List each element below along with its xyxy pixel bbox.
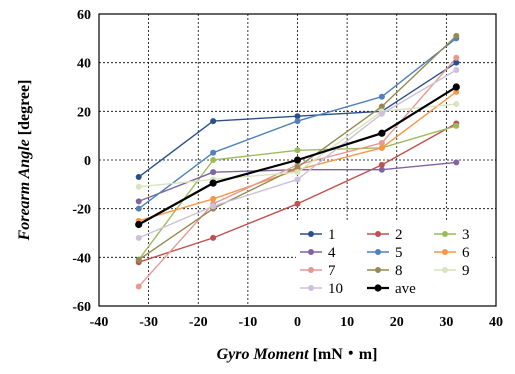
legend-label-ave: ave (395, 281, 416, 297)
data-point-1 (210, 118, 217, 125)
data-point-4 (210, 169, 217, 176)
data-point-9 (294, 169, 301, 176)
legend-label-4: 4 (328, 245, 336, 261)
x-axis-title: Gyro Moment [mN・m] (217, 346, 378, 363)
data-point-10 (210, 203, 217, 210)
data-point-8 (135, 256, 142, 263)
data-point-ave (135, 220, 143, 229)
x-tick-label: 40 (489, 315, 503, 330)
data-point-4 (453, 159, 460, 166)
data-point-5 (294, 118, 301, 125)
y-tick-label: 20 (77, 105, 91, 120)
data-point-1 (294, 113, 301, 120)
data-point-10 (135, 234, 142, 241)
data-point-3 (453, 122, 460, 129)
x-tick-label: -30 (139, 315, 158, 330)
y-tick-label: 60 (77, 8, 91, 23)
legend-label-10: 10 (328, 281, 343, 297)
y-tick-label: -60 (72, 300, 91, 315)
legend-marker-6 (442, 249, 448, 255)
data-point-ave (378, 129, 386, 137)
y-tick-label: 0 (84, 154, 91, 169)
data-point-4 (135, 198, 142, 205)
data-point-10 (378, 110, 385, 117)
data-point-7 (453, 54, 460, 61)
data-point-8 (294, 164, 301, 171)
legend: 1 2 3 4 5 6 7 8 9 10 ave (296, 220, 492, 304)
data-point-2 (294, 200, 301, 207)
data-point-3 (210, 157, 217, 163)
data-point-1 (135, 174, 142, 181)
legend-box (296, 220, 492, 304)
data-point-ave (452, 83, 460, 91)
x-tick-label: 30 (439, 315, 453, 330)
data-point-10 (294, 176, 301, 183)
y-tick-label: -20 (72, 203, 91, 218)
x-tick-label: -10 (239, 315, 258, 330)
legend-marker-8 (375, 267, 381, 273)
data-point-6 (453, 88, 460, 95)
legend-label-5: 5 (395, 245, 403, 261)
y-tick-label: -40 (72, 251, 91, 266)
legend-marker-1 (308, 231, 314, 237)
data-point-6 (210, 195, 217, 202)
x-tick-label: 10 (340, 315, 354, 330)
legend-marker-ave (374, 284, 382, 292)
legend-marker-2 (375, 231, 381, 237)
legend-label-2: 2 (395, 227, 403, 243)
data-point-5 (378, 93, 385, 100)
data-point-2 (210, 234, 217, 241)
legend-label-8: 8 (395, 263, 403, 279)
data-point-6 (378, 144, 385, 151)
data-point-2 (378, 161, 385, 168)
data-point-5 (135, 205, 142, 212)
data-point-8 (453, 32, 460, 39)
legend-label-9: 9 (462, 263, 470, 279)
legend-marker-5 (375, 249, 381, 255)
x-tick-label: 20 (390, 315, 404, 330)
data-point-9 (135, 183, 142, 190)
x-tick-label: -20 (189, 315, 208, 330)
legend-label-3: 3 (462, 227, 470, 243)
legend-label-7: 7 (328, 263, 336, 279)
data-point-8 (378, 103, 385, 110)
data-point-9 (453, 101, 460, 108)
x-tick-label: 0 (294, 315, 301, 330)
data-point-4 (378, 166, 385, 173)
data-point-3 (294, 147, 301, 154)
y-tick-label: 40 (77, 57, 91, 72)
legend-marker-4 (308, 249, 314, 255)
legend-marker-10 (308, 285, 314, 291)
data-point-7 (378, 139, 385, 146)
y-axis-title: Forearm Angle [degree] (16, 80, 33, 242)
legend-label-6: 6 (462, 245, 470, 261)
legend-marker-7 (308, 267, 314, 273)
data-point-ave (209, 179, 217, 187)
data-point-5 (210, 149, 217, 156)
data-point-1 (453, 59, 460, 66)
legend-marker-9 (442, 267, 448, 273)
series-points (135, 32, 460, 290)
legend-label-1: 1 (328, 227, 336, 243)
legend-marker-3 (442, 231, 448, 237)
plot-frame (98, 13, 497, 307)
data-point-10 (453, 66, 460, 73)
x-tick-label: -40 (90, 315, 109, 330)
data-point-ave (293, 156, 302, 164)
data-point-7 (135, 283, 142, 290)
